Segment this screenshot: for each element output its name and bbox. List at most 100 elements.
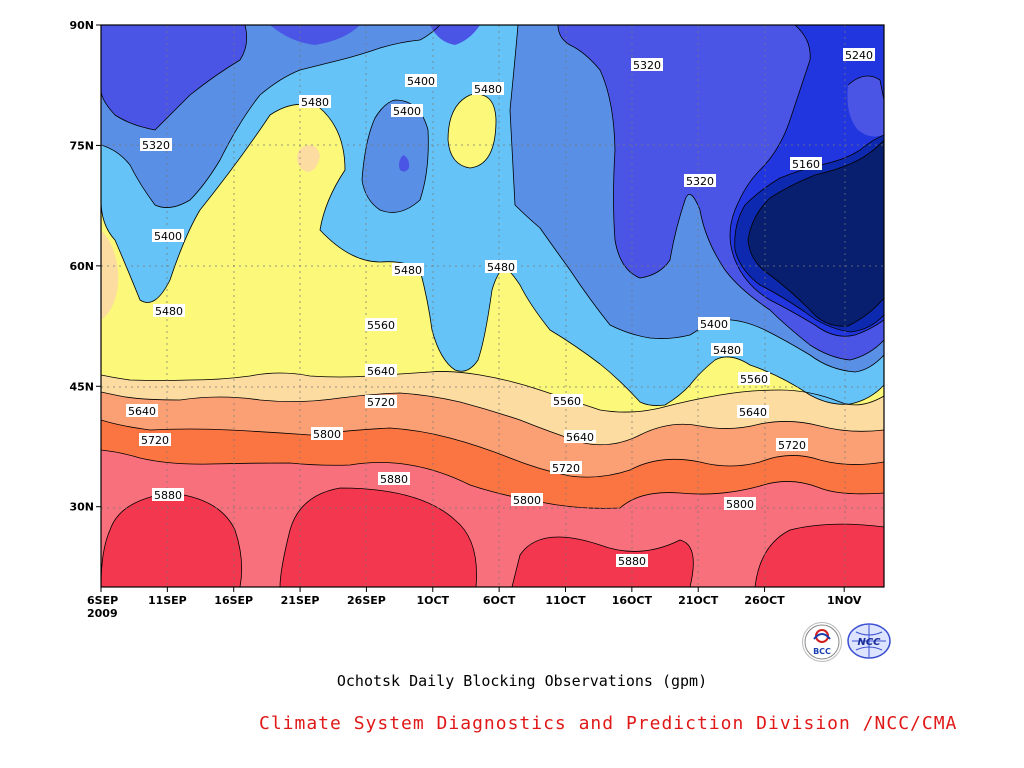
island-5640-edge [101,230,119,320]
contour-labels: 5240 5320 5320 5320 5400 5400 5400 5400 5480 5480… [126,48,875,568]
bcc-logo-icon: BCC [802,622,842,662]
contour-label: 5320 [631,58,663,72]
x-tick-label: 16SEP [214,594,253,607]
contour-label: 5160 [790,157,822,171]
svg-text:5240: 5240 [845,49,873,62]
contour-label: 5800 [311,427,343,441]
contour-label: 5560 [551,394,583,408]
contour-label: 5480 [153,304,185,318]
contour-label: 5640 [365,364,397,378]
svg-text:5800: 5800 [726,498,754,511]
contour-label: 5720 [139,433,171,447]
contour-label: 5240 [843,48,875,62]
svg-text:5400: 5400 [393,105,421,118]
contour-label: 5400 [698,317,730,331]
svg-text:5400: 5400 [154,230,182,243]
contour-label: 5480 [711,343,743,357]
contour-label: 5640 [737,405,769,419]
contour-label: 5880 [378,472,410,486]
bcc-logo-text: BCC [813,647,831,656]
svg-text:5800: 5800 [313,428,341,441]
contour-label: 5320 [140,138,172,152]
contour-label: 5560 [738,372,770,386]
contour-label: 5720 [776,438,808,452]
contour-label: 5480 [485,260,517,274]
svg-text:5640: 5640 [128,405,156,418]
x-tick-label: 6OCT [483,594,516,607]
svg-text:5720: 5720 [778,439,806,452]
contour-label: 5640 [564,430,596,444]
svg-text:5560: 5560 [553,395,581,408]
svg-text:5400: 5400 [407,75,435,88]
svg-text:5720: 5720 [552,462,580,475]
filled-contours [101,25,884,587]
contour-label: 5560 [365,318,397,332]
ncc-logo-icon: NCC [846,622,892,660]
svg-text:5880: 5880 [154,489,182,502]
y-tick-label: 45N [69,380,94,393]
island-5480 [448,94,496,168]
chart-caption: Ochotsk Daily Blocking Observations (gpm… [336,672,708,690]
island-5320-north [847,76,884,137]
island-5640-small [297,145,320,172]
contour-label: 5800 [724,497,756,511]
band-5320-top2 [430,25,480,45]
y-tick-label: 75N [69,139,94,152]
y-tick-label: 60N [69,260,94,273]
x-tick-label: 21SEP [281,594,320,607]
x-year-label: 2009 [87,607,118,620]
contour-lines [101,25,884,587]
x-tick-label: 11SEP [148,594,187,607]
band-5320-top [270,25,360,45]
contour-label: 5320 [684,174,716,188]
svg-text:5640: 5640 [367,365,395,378]
band-5320 [101,25,247,130]
x-tick-label: 26SEP [347,594,386,607]
contour-label: 5880 [152,488,184,502]
svg-text:5880: 5880 [380,473,408,486]
svg-text:5720: 5720 [367,396,395,409]
contour-label: 5400 [152,229,184,243]
x-tick-label: 26OCT [744,594,785,607]
contour-label: 5480 [299,95,331,109]
ncc-logo-text: NCC [857,637,881,648]
x-tick-label: 11OCT [545,594,586,607]
contour-label: 5400 [391,104,423,118]
y-tick-label: 90N [69,19,94,32]
svg-text:5480: 5480 [713,344,741,357]
y-tick-label: 30N [69,501,94,514]
x-tick-label: 16OCT [612,594,653,607]
svg-text:5320: 5320 [142,139,170,152]
band-below-5160 [748,140,884,327]
svg-text:5400: 5400 [700,318,728,331]
svg-text:5160: 5160 [792,158,820,171]
footer-credit: Climate System Diagnostics and Predictio… [259,713,958,734]
contour-label: 5480 [472,82,504,96]
svg-text:5880: 5880 [618,555,646,568]
contour-label: 5800 [511,493,543,507]
svg-text:5640: 5640 [566,431,594,444]
contour-label: 5480 [392,263,424,277]
svg-text:5320: 5320 [633,59,661,72]
island-5320-dot [399,155,410,172]
svg-text:5560: 5560 [367,319,395,332]
svg-text:5480: 5480 [487,261,515,274]
svg-text:5480: 5480 [474,83,502,96]
svg-text:5560: 5560 [740,373,768,386]
svg-text:5480: 5480 [301,96,329,109]
svg-text:5720: 5720 [141,434,169,447]
svg-text:5800: 5800 [513,494,541,507]
x-tick-label: 21OCT [678,594,719,607]
x-tick-label: 1OCT [416,594,449,607]
contour-chart: 5240 5320 5320 5320 5400 5400 5400 5400 5480 5480… [69,19,885,620]
axes: 6SEP 11SEP 16SEP 21SEP 26SEP 1OCT 6OCT 11OCT 16O… [69,19,861,620]
contour-label: 5880 [616,554,648,568]
contour-label: 5720 [365,395,397,409]
svg-text:5640: 5640 [739,406,767,419]
island-5400 [362,100,429,213]
x-tick-label: 6SEP [87,594,118,607]
contour-label: 5640 [126,404,158,418]
svg-text:5320: 5320 [686,175,714,188]
svg-text:5480: 5480 [394,264,422,277]
x-tick-label: 1NOV [827,594,862,607]
